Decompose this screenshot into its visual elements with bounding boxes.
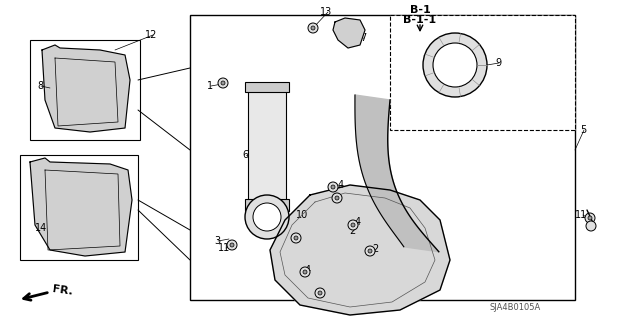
Polygon shape	[30, 158, 132, 256]
Text: B-1-1: B-1-1	[403, 15, 436, 25]
Bar	[30, 40, 140, 140]
Text: SJA4B0105A: SJA4B0105A	[490, 303, 541, 313]
Circle shape	[218, 78, 228, 88]
Text: 13: 13	[320, 7, 332, 17]
Text: 8: 8	[37, 81, 43, 91]
Text: 3: 3	[214, 236, 220, 246]
Circle shape	[294, 236, 298, 240]
Circle shape	[311, 26, 315, 30]
Polygon shape	[333, 18, 365, 48]
Circle shape	[253, 203, 281, 231]
Circle shape	[365, 246, 375, 256]
Text: 9: 9	[495, 58, 501, 68]
Circle shape	[423, 33, 487, 97]
Text: 11: 11	[218, 243, 230, 253]
Circle shape	[227, 240, 237, 250]
Text: 14: 14	[35, 223, 47, 233]
Text: FR.: FR.	[52, 284, 74, 296]
Circle shape	[308, 23, 318, 33]
Circle shape	[245, 195, 289, 239]
Bar	[245, 199, 289, 211]
Circle shape	[331, 185, 335, 189]
Text: 10: 10	[296, 210, 308, 220]
Bar	[248, 88, 286, 203]
Polygon shape	[355, 95, 439, 252]
Polygon shape	[270, 185, 450, 315]
Text: 11: 11	[575, 210, 588, 220]
Text: 4: 4	[338, 180, 344, 190]
Circle shape	[318, 291, 322, 295]
Circle shape	[586, 221, 596, 231]
Text: 2: 2	[349, 226, 355, 236]
Circle shape	[291, 233, 301, 243]
Text: 4: 4	[355, 217, 361, 227]
Bar	[390, 15, 575, 130]
Text: 7: 7	[360, 33, 366, 43]
Circle shape	[433, 43, 477, 87]
Circle shape	[585, 213, 595, 223]
Bar	[190, 15, 575, 300]
Text: 4: 4	[305, 265, 311, 275]
Circle shape	[230, 243, 234, 247]
Text: 5: 5	[580, 125, 586, 135]
Circle shape	[332, 193, 342, 203]
Bar	[245, 82, 289, 92]
Bar	[20, 155, 138, 260]
Circle shape	[368, 249, 372, 253]
Circle shape	[315, 288, 325, 298]
Circle shape	[300, 267, 310, 277]
Circle shape	[351, 223, 355, 227]
Circle shape	[221, 81, 225, 85]
Circle shape	[588, 216, 592, 220]
Circle shape	[348, 220, 358, 230]
Polygon shape	[42, 45, 130, 132]
Circle shape	[328, 182, 338, 192]
Circle shape	[335, 196, 339, 200]
Text: 12: 12	[145, 30, 157, 40]
Text: 2: 2	[372, 244, 378, 254]
Text: 6: 6	[242, 150, 248, 160]
Circle shape	[303, 270, 307, 274]
Text: 1: 1	[207, 81, 213, 91]
Text: B-1: B-1	[410, 5, 430, 15]
